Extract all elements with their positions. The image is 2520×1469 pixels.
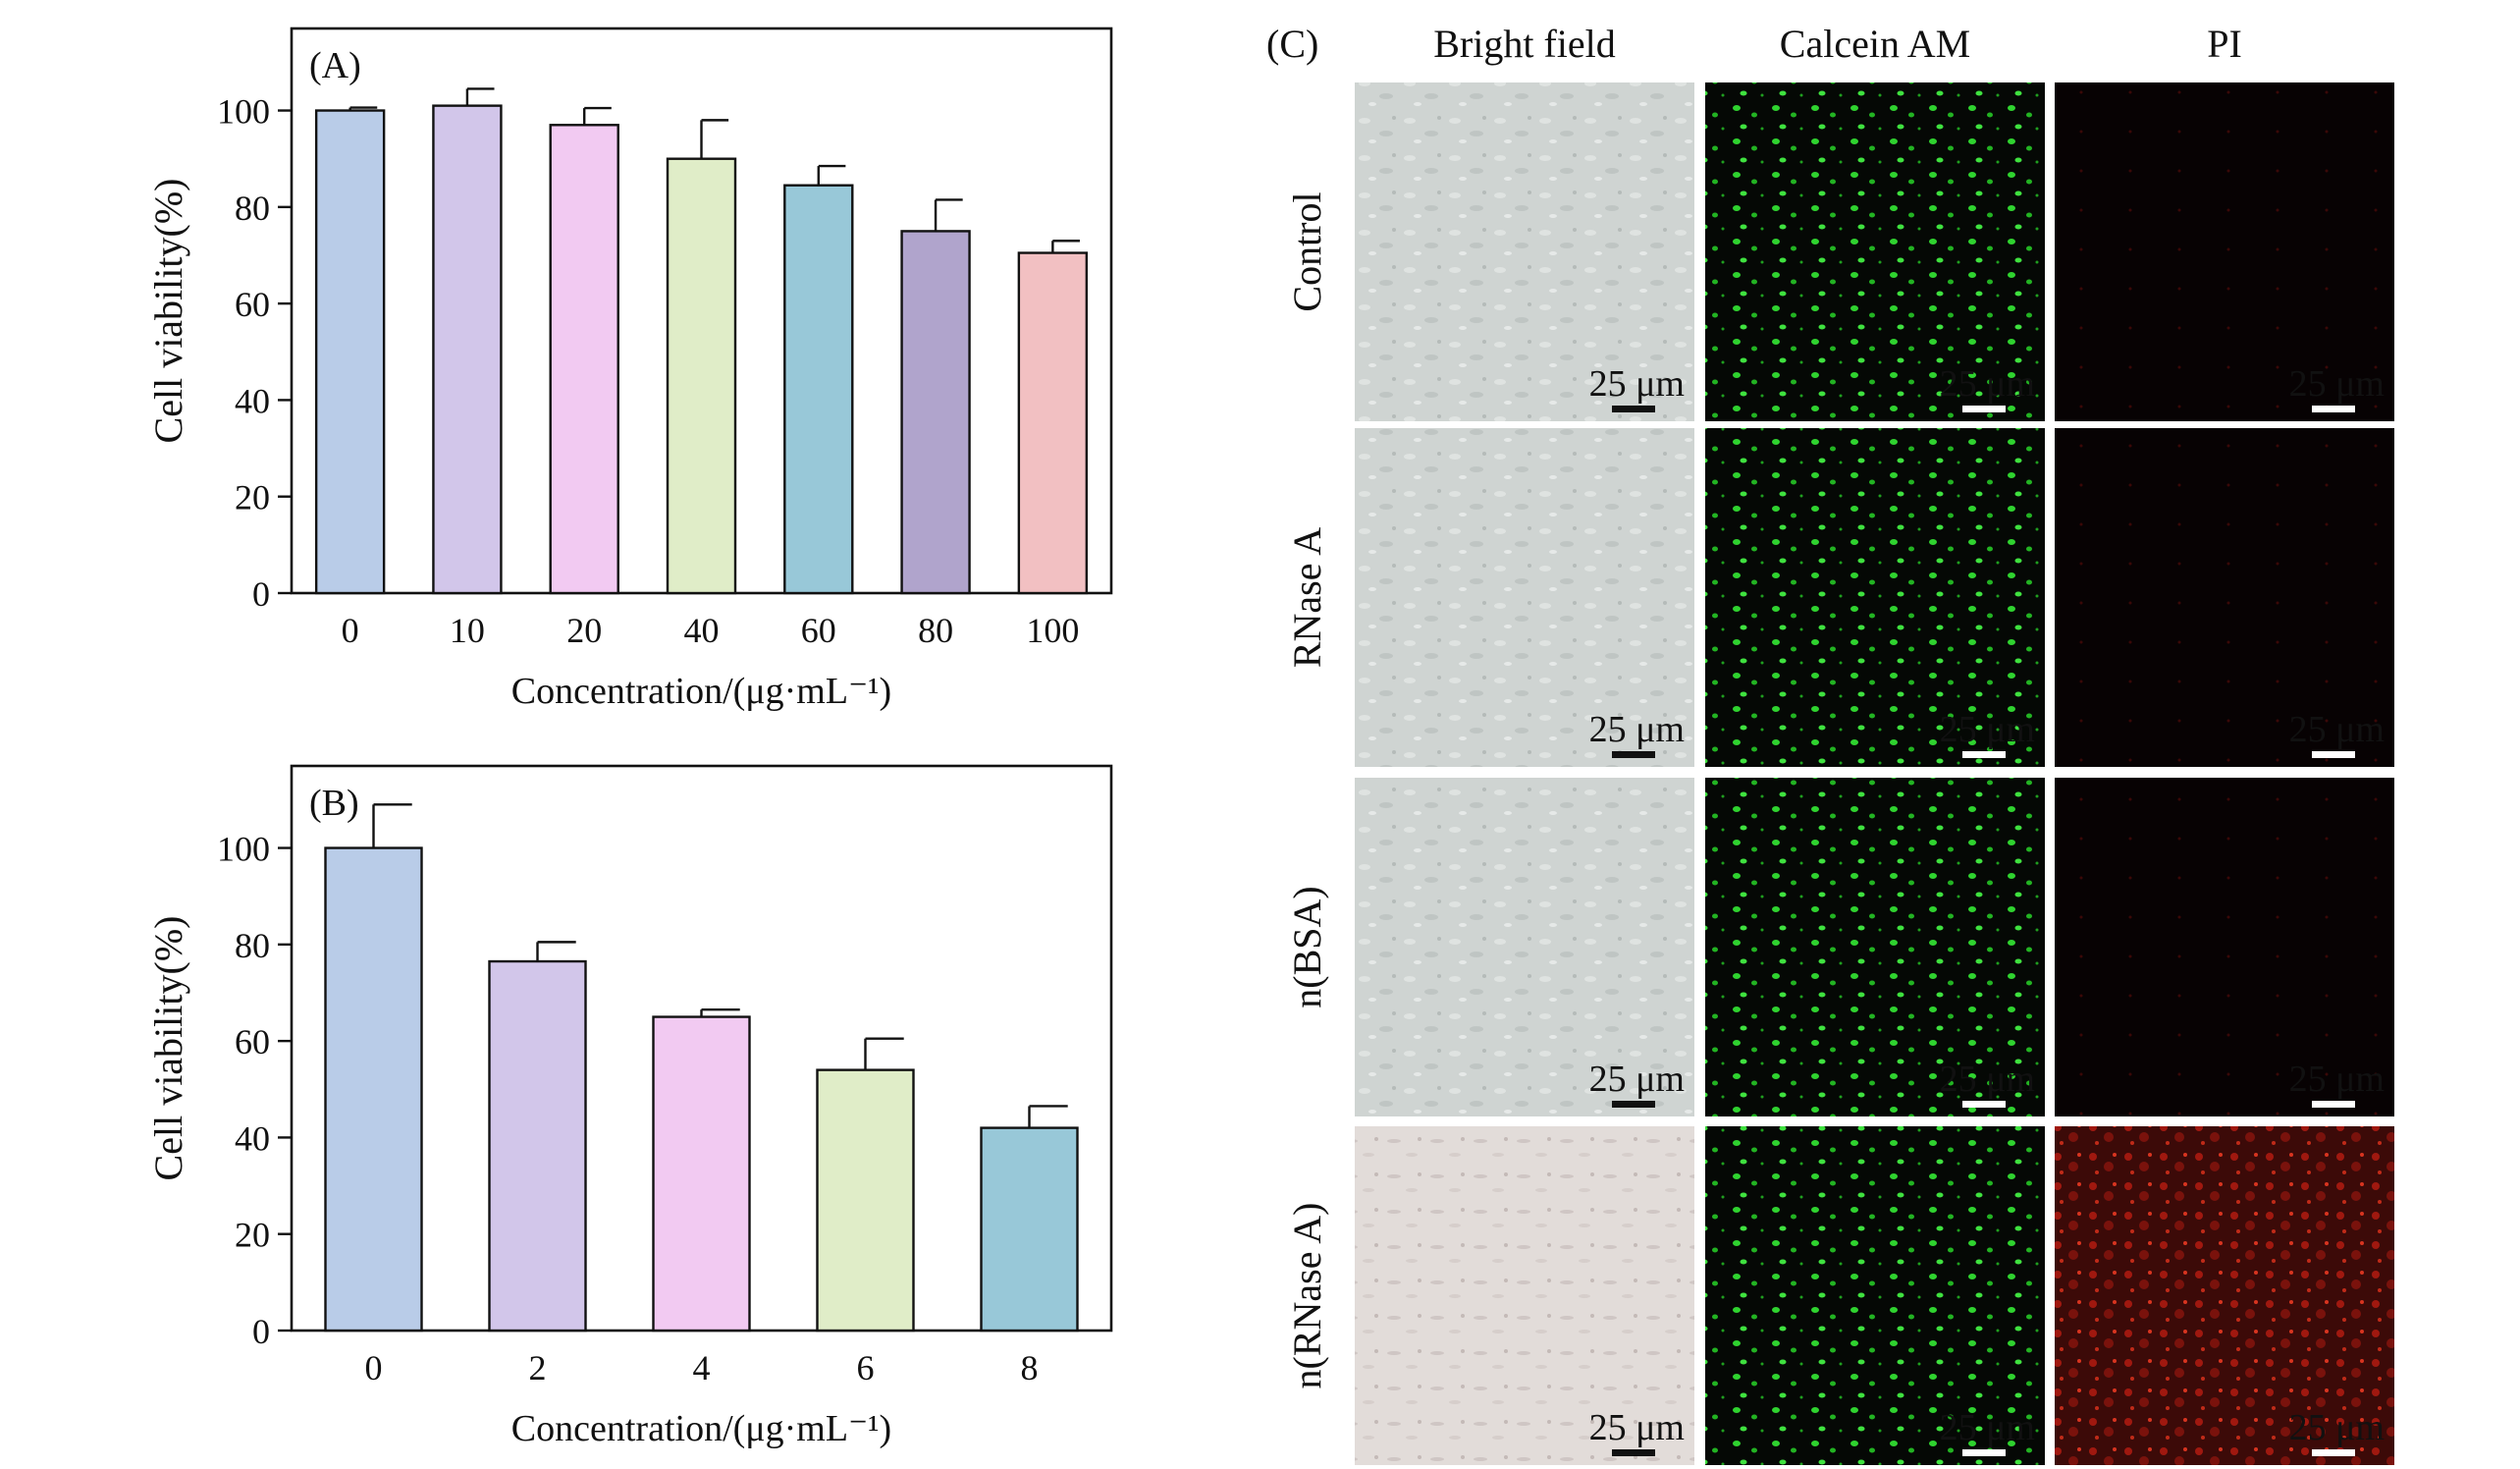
scale-bar-label: 25 μm xyxy=(1589,1059,1685,1100)
micrograph-tile xyxy=(2055,1126,2394,1465)
x-tick-label: 4 xyxy=(693,1348,711,1387)
scale-bar-label: 25 μm xyxy=(1940,1059,2035,1100)
x-tick-label: 0 xyxy=(342,611,359,650)
micrograph-tile xyxy=(1355,778,1694,1116)
bar xyxy=(549,124,619,595)
micrograph-tile xyxy=(2055,778,2394,1116)
micrograph-tile xyxy=(1355,428,1694,767)
y-tick-label: 20 xyxy=(235,1216,270,1255)
scale-bar-label: 25 μm xyxy=(2289,363,2385,405)
row-label: RNase A xyxy=(1285,527,1329,668)
y-tick-label: 80 xyxy=(235,926,270,965)
column-label: Bright field xyxy=(1433,22,1616,66)
scale-bar xyxy=(1962,1101,2006,1108)
micrograph-tile xyxy=(1705,82,2045,421)
x-tick-label: 2 xyxy=(529,1348,547,1387)
bar xyxy=(980,1126,1079,1333)
x-tick-label: 80 xyxy=(918,611,953,650)
x-tick-label: 8 xyxy=(1021,1348,1039,1387)
y-tick-label: 100 xyxy=(217,92,270,132)
bar xyxy=(652,1015,751,1333)
x-tick-label: 6 xyxy=(857,1348,875,1387)
scale-bar xyxy=(2312,1101,2355,1108)
y-axis-label: Cell viability(%) xyxy=(146,916,190,1181)
scale-bar xyxy=(2312,1449,2355,1456)
scale-bar xyxy=(1962,406,2006,412)
micrograph-tile xyxy=(1355,82,1694,421)
panel-label: (A) xyxy=(309,45,361,86)
scale-bar xyxy=(1612,751,1655,758)
bar xyxy=(1017,251,1089,595)
bar xyxy=(314,109,386,595)
bar xyxy=(324,846,423,1333)
scale-bar xyxy=(1962,1449,2006,1456)
chart-a: 0 20 40 60 80 100 0 10 20 40 60 80 100 Concentration/… xyxy=(146,27,1113,712)
micrograph-tile xyxy=(1705,428,2045,767)
y-tick-label: 60 xyxy=(235,1022,270,1061)
y-axis-label: Cell viability(%) xyxy=(146,179,190,444)
y-tick-label: 20 xyxy=(235,478,270,517)
x-tick-label: 10 xyxy=(450,611,485,650)
y-tick-label: 100 xyxy=(217,830,270,869)
scale-bar-label: 25 μm xyxy=(1589,363,1685,405)
scale-bar xyxy=(1962,751,2006,758)
row-label: n(BSA) xyxy=(1285,886,1329,1007)
panel-label: (B) xyxy=(309,783,359,824)
bar xyxy=(432,104,503,595)
y-tick-label: 0 xyxy=(252,574,270,614)
bar xyxy=(816,1068,915,1333)
y-tick-label: 0 xyxy=(252,1312,270,1351)
x-tick-label: 100 xyxy=(1026,611,1079,650)
column-label: Calcein AM xyxy=(1780,22,1970,66)
y-tick-label: 80 xyxy=(235,189,270,228)
scale-bar-label: 25 μm xyxy=(2289,1407,2385,1448)
panel-label: (C) xyxy=(1266,22,1318,66)
x-tick-label: 0 xyxy=(365,1348,383,1387)
bar xyxy=(488,959,587,1333)
scale-bar-label: 25 μm xyxy=(2289,1059,2385,1100)
scale-bar-label: 25 μm xyxy=(1940,1407,2035,1448)
micrograph-tile xyxy=(2055,428,2394,767)
scale-bar-label: 25 μm xyxy=(1589,1407,1685,1448)
x-tick-label: 60 xyxy=(801,611,836,650)
x-axis-label: Concentration/(μg·mL⁻¹) xyxy=(511,1408,891,1449)
scale-bar xyxy=(2312,406,2355,412)
y-tick-label: 60 xyxy=(235,285,270,324)
chart-b: 0 20 40 60 80 100 0 2 4 6 8 Concentration/(μg·mL⁻¹)… xyxy=(146,764,1113,1449)
y-tick-label: 40 xyxy=(235,1118,270,1158)
x-tick-label: 20 xyxy=(566,611,602,650)
column-label: PI xyxy=(2207,22,2242,66)
row-label: Control xyxy=(1285,191,1329,311)
bar xyxy=(783,184,854,595)
scale-bar-label: 25 μm xyxy=(1589,709,1685,750)
x-axis-label: Concentration/(μg·mL⁻¹) xyxy=(511,671,891,712)
scale-bar-label: 25 μm xyxy=(2289,709,2385,750)
scale-bar-label: 25 μm xyxy=(1940,709,2035,750)
scale-bar xyxy=(1612,1449,1655,1456)
micrograph-tile xyxy=(2055,82,2394,421)
row-label: n(RNase A) xyxy=(1285,1203,1329,1389)
bar xyxy=(900,230,971,595)
panel-c: (C) Bright field Calcein AM PI Control RNase … xyxy=(1266,22,2394,1465)
scale-bar-label: 25 μm xyxy=(1940,363,2035,405)
x-tick-label: 40 xyxy=(684,611,720,650)
scale-bar xyxy=(2312,751,2355,758)
scale-bar xyxy=(1612,1101,1655,1108)
micrograph-tile xyxy=(1355,1126,1694,1465)
micrograph-tile xyxy=(1705,1126,2045,1465)
micrograph-tile xyxy=(1705,778,2045,1116)
y-tick-label: 40 xyxy=(235,381,270,420)
scale-bar xyxy=(1612,406,1655,412)
bar xyxy=(666,157,737,595)
